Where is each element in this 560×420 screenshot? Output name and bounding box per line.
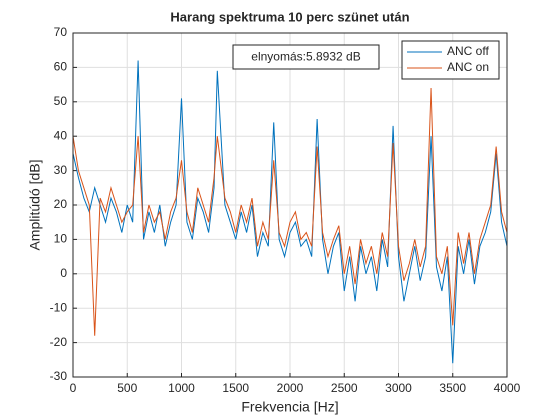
- y-tick-label: 20: [54, 197, 68, 211]
- x-tick-label: 3500: [439, 381, 466, 395]
- y-tick-label: 50: [54, 94, 68, 108]
- y-tick-label: -10: [50, 300, 68, 314]
- axes-box: [72, 32, 508, 378]
- x-axis-label: Frekvencia [Hz]: [241, 399, 338, 415]
- x-tick-label: 4000: [494, 381, 521, 395]
- annotation-box: [232, 44, 380, 70]
- legend-box: [401, 40, 500, 80]
- x-tick-label: 2000: [277, 381, 304, 395]
- annotation: elnyomás:5.8932 dB: [251, 50, 360, 64]
- y-tick-label: 10: [54, 232, 68, 246]
- x-tick-label: 3000: [385, 381, 412, 395]
- chart-title: Harang spektruma 10 perc szünet után: [170, 9, 409, 24]
- x-tick-label: 1000: [168, 381, 195, 395]
- y-tick-label: 0: [60, 266, 67, 280]
- legend-label: ANC off: [447, 44, 489, 58]
- x-tick-label: 2500: [331, 381, 358, 395]
- y-tick-label: -20: [50, 335, 68, 349]
- y-tick-label: 30: [54, 163, 68, 177]
- x-tick-label: 0: [70, 381, 77, 395]
- y-tick-label: 40: [54, 128, 68, 142]
- data-line: [72, 60, 508, 364]
- x-tick-label: 1500: [222, 381, 249, 395]
- x-tick-label: 500: [117, 381, 137, 395]
- y-tick-label: 60: [54, 60, 68, 74]
- legend-label: ANC on: [447, 60, 489, 74]
- y-tick-label: 70: [54, 25, 68, 39]
- data-line: [72, 88, 508, 336]
- y-tick-label: -30: [50, 369, 68, 383]
- y-axis-label: Amplitúdó [dB]: [27, 159, 43, 250]
